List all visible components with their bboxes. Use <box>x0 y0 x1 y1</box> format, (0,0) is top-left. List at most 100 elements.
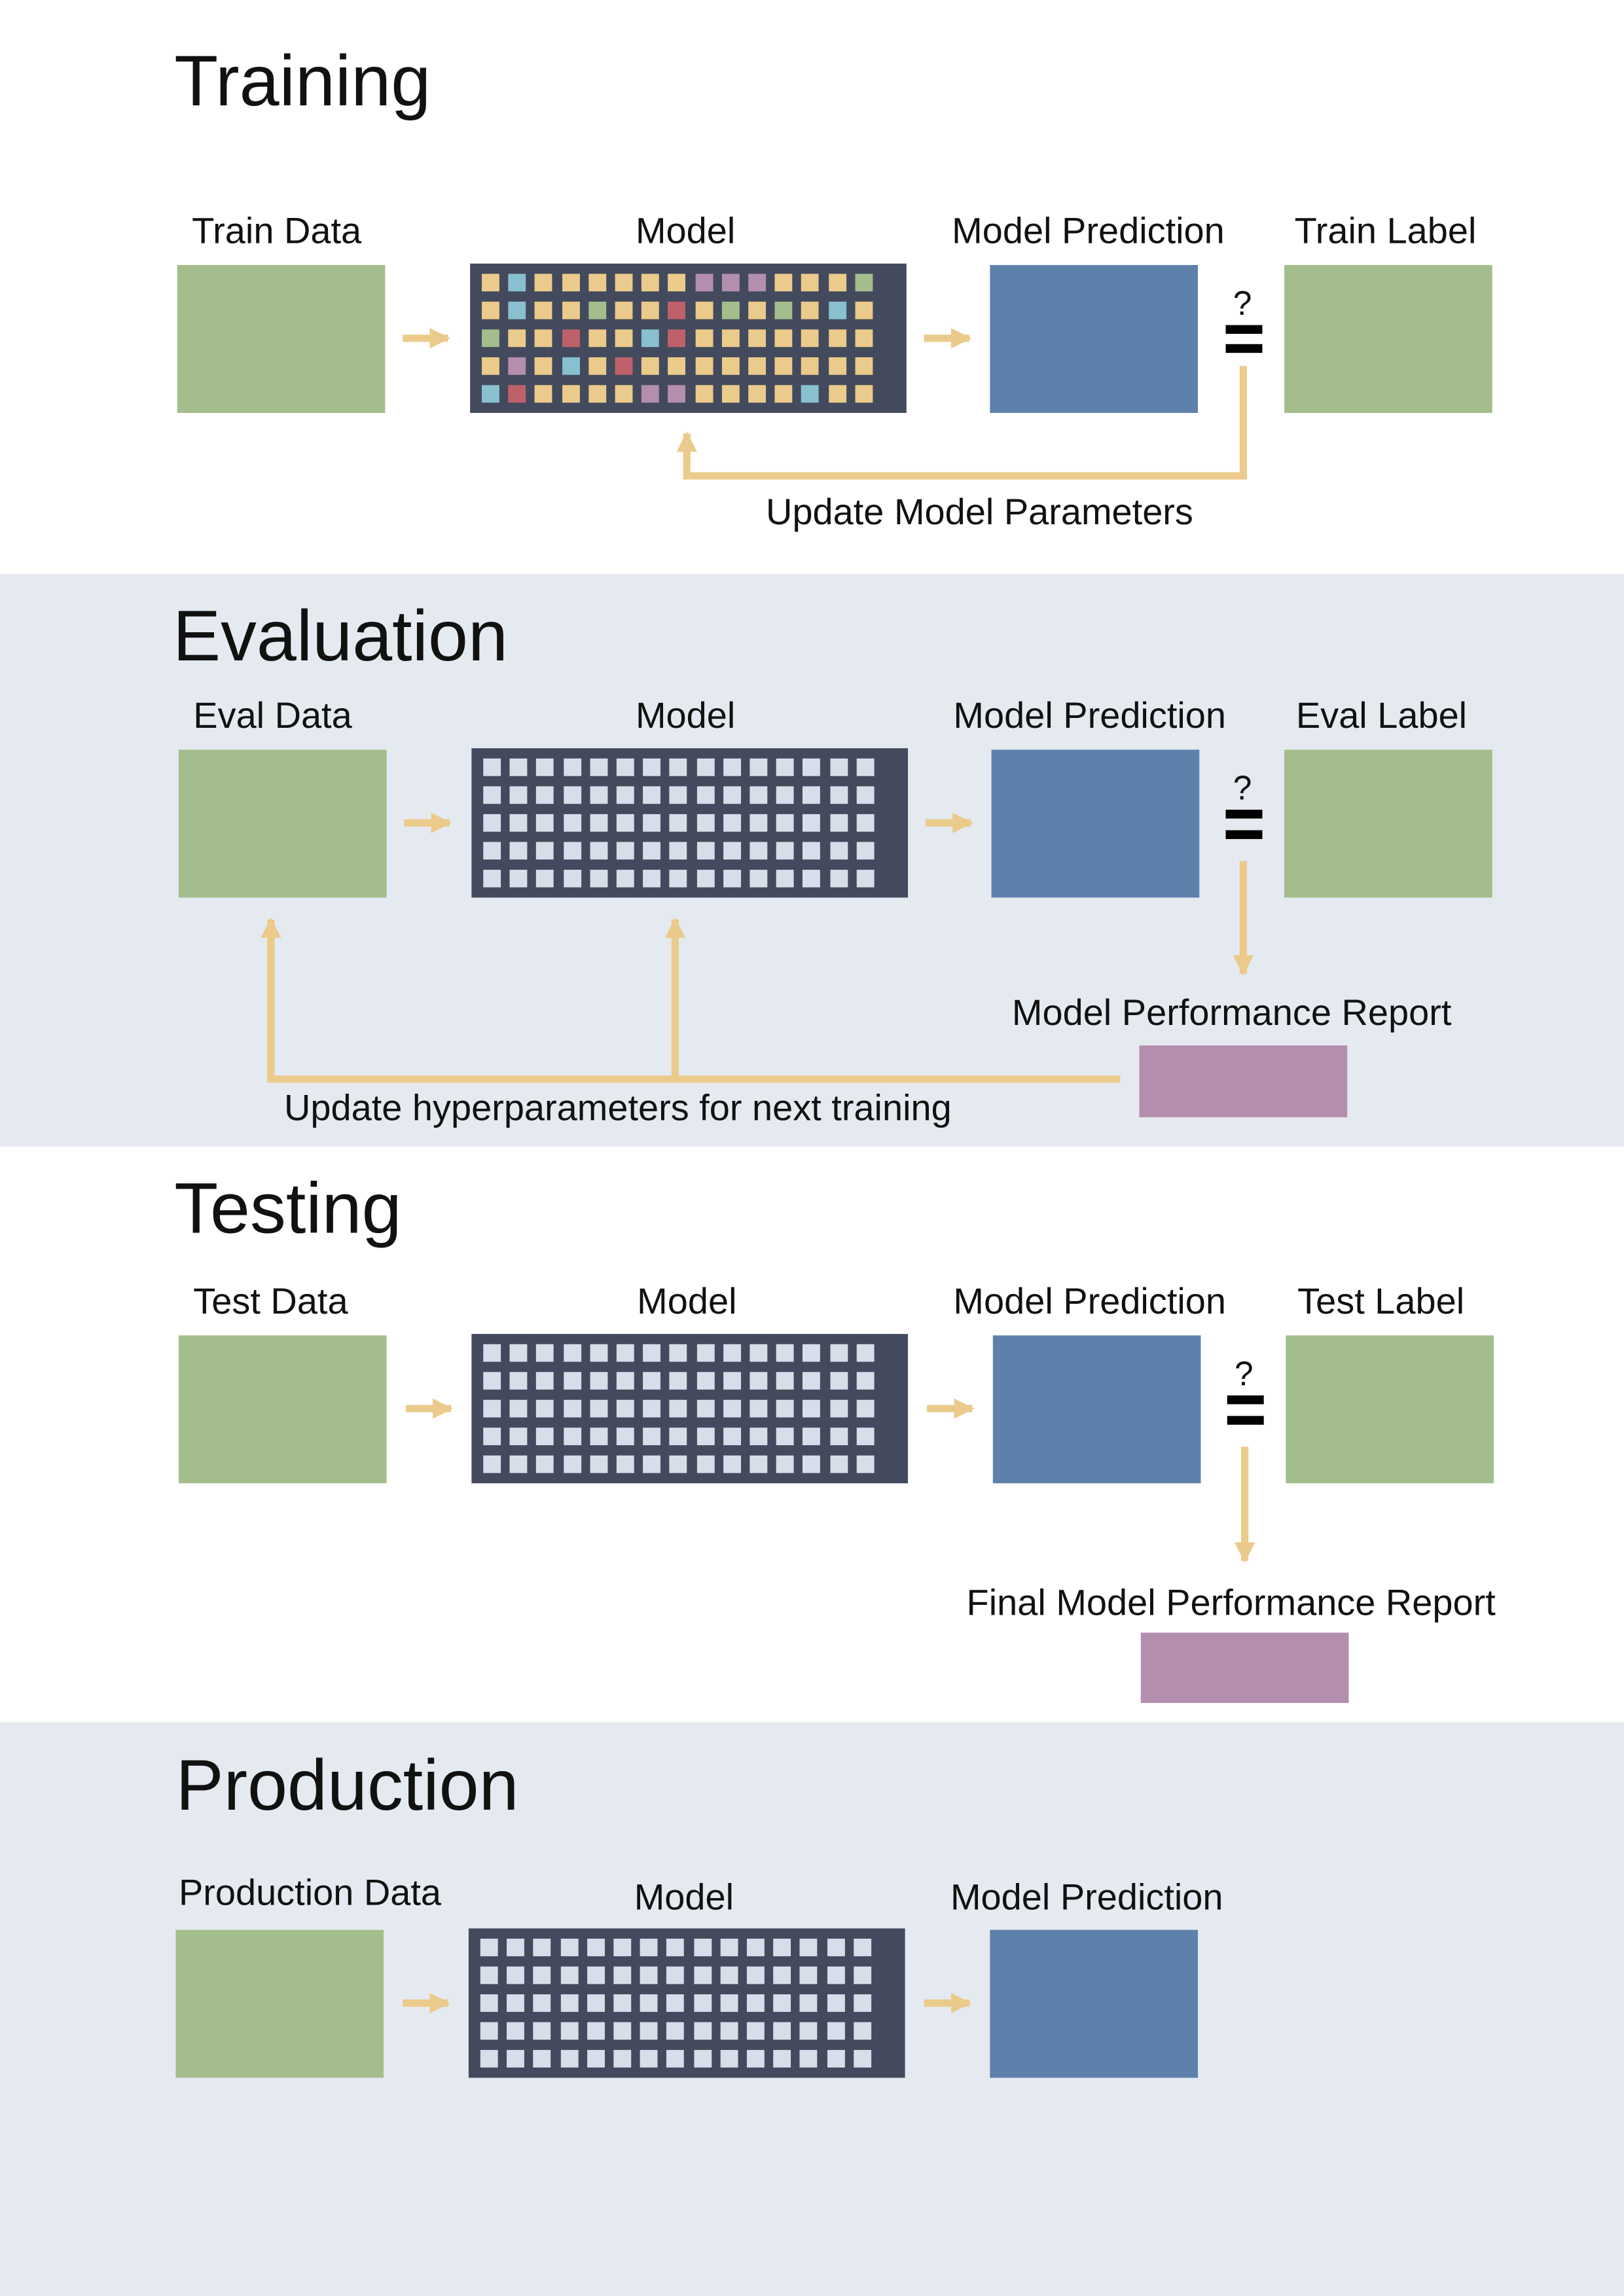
model-cell <box>828 301 846 319</box>
training-prediction-box <box>990 264 1199 413</box>
model-cell <box>801 301 820 319</box>
model-cell <box>856 869 875 888</box>
model-cell <box>856 1372 875 1390</box>
production-model-grid <box>468 1928 905 2078</box>
evaluation-model-grid <box>471 748 909 898</box>
model-cell <box>641 301 660 319</box>
model-cell <box>723 1399 741 1418</box>
model-cell <box>827 1966 844 1984</box>
model-cell <box>643 1399 661 1418</box>
model-cell <box>773 1966 791 1984</box>
model-cell <box>615 357 633 375</box>
model-cell <box>723 842 741 860</box>
model-cell <box>774 301 793 319</box>
model-cell <box>853 2050 871 2068</box>
model-cell <box>590 1399 607 1418</box>
model-cell <box>508 329 526 348</box>
testing-prediction-label: Model Prediction <box>953 1281 1227 1323</box>
model-cell <box>590 814 607 832</box>
model-cell <box>776 869 794 888</box>
model-cell <box>748 385 767 403</box>
model-cell <box>508 385 526 403</box>
model-cell <box>509 1372 528 1390</box>
model-cell <box>563 814 581 832</box>
model-cell <box>696 1344 714 1362</box>
model-cell <box>670 758 688 776</box>
model-cell <box>829 1399 848 1418</box>
model-cell <box>482 301 499 319</box>
model-cell <box>483 869 501 888</box>
model-cell <box>586 2050 605 2068</box>
model-cell <box>615 385 633 403</box>
model-cell <box>803 869 821 888</box>
model-cell <box>670 814 688 832</box>
model-cell <box>803 1427 821 1446</box>
model-cell <box>723 814 741 832</box>
model-cell <box>563 842 581 860</box>
model-cell <box>856 814 875 832</box>
testing-label-box <box>1286 1335 1494 1484</box>
model-cell <box>749 786 768 804</box>
model-cell <box>696 1372 714 1390</box>
model-cell <box>723 786 741 804</box>
model-cell <box>483 1372 501 1390</box>
model-cell <box>696 842 714 860</box>
model-cell <box>749 1427 768 1446</box>
model-cell <box>723 1372 741 1390</box>
model-cell <box>668 357 686 375</box>
production-prediction-box <box>990 1929 1199 2078</box>
model-cell <box>670 1372 688 1390</box>
model-cell <box>855 385 873 403</box>
model-cell <box>562 385 580 403</box>
model-cell <box>483 1399 501 1418</box>
model-cell <box>723 1427 741 1446</box>
model-cell <box>536 786 554 804</box>
evaluation-question-mark: ? <box>1233 768 1252 807</box>
model-cell <box>693 2050 712 2068</box>
evaluation-report-box <box>1139 1045 1348 1117</box>
model-cell <box>536 1344 554 1362</box>
model-cell <box>695 357 713 375</box>
model-cell <box>827 1994 844 2012</box>
model-cell <box>563 758 581 776</box>
model-cell <box>856 1344 875 1362</box>
evaluation-report-label: Model Performance Report <box>1011 992 1452 1034</box>
model-cell <box>483 814 501 832</box>
model-cell <box>774 274 793 292</box>
model-cell <box>749 1344 768 1362</box>
model-cell <box>588 357 606 375</box>
model-cell <box>720 2022 738 2040</box>
model-cell <box>776 1344 794 1362</box>
model-cell <box>721 274 740 292</box>
model-cell <box>670 869 688 888</box>
model-cell <box>693 1966 712 1984</box>
model-cell <box>640 1966 658 1984</box>
model-cell <box>720 2050 738 2068</box>
model-cell <box>507 2050 525 2068</box>
model-cell <box>746 1966 765 1984</box>
model-cell <box>829 1427 848 1446</box>
model-cell <box>776 758 794 776</box>
model-cell <box>615 274 633 292</box>
model-cell <box>590 1372 607 1390</box>
model-cell <box>616 869 634 888</box>
model-cell <box>560 2050 578 2068</box>
testing-title: Testing <box>174 1170 402 1249</box>
model-cell <box>482 385 499 403</box>
model-cell <box>613 1966 632 1984</box>
model-cell <box>640 2050 658 2068</box>
evaluation-data-box <box>178 749 387 898</box>
evaluation-prediction-label: Model Prediction <box>953 695 1227 737</box>
model-cell <box>670 1399 688 1418</box>
model-cell <box>723 1344 741 1362</box>
model-cell <box>616 1427 634 1446</box>
model-cell <box>773 2050 791 2068</box>
training-model-grid <box>470 263 907 413</box>
model-cell <box>803 1372 821 1390</box>
model-cell <box>533 1966 552 1984</box>
model-cell <box>827 2022 844 2040</box>
model-cell <box>535 385 553 403</box>
model-cell <box>588 301 606 319</box>
model-cell <box>801 329 820 348</box>
